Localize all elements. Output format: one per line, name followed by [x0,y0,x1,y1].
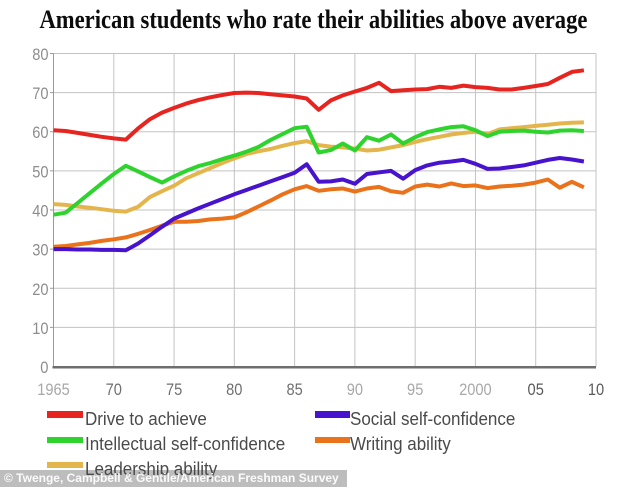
svg-text:30: 30 [32,241,48,260]
svg-text:70: 70 [106,380,122,399]
svg-text:20: 20 [32,280,48,299]
svg-text:10: 10 [588,380,604,399]
svg-text:75: 75 [166,380,182,399]
svg-text:40: 40 [32,202,48,221]
svg-text:70: 70 [32,84,48,103]
svg-text:10: 10 [32,319,48,338]
svg-text:50: 50 [32,162,48,181]
svg-text:80: 80 [226,380,242,399]
svg-text:60: 60 [32,123,48,142]
svg-text:0: 0 [40,358,48,377]
svg-text:1965: 1965 [37,380,70,399]
svg-text:2000: 2000 [459,380,492,399]
svg-text:90: 90 [347,380,363,399]
svg-text:05: 05 [528,380,544,399]
svg-text:95: 95 [407,380,423,399]
svg-text:80: 80 [32,45,48,64]
svg-text:85: 85 [286,380,302,399]
